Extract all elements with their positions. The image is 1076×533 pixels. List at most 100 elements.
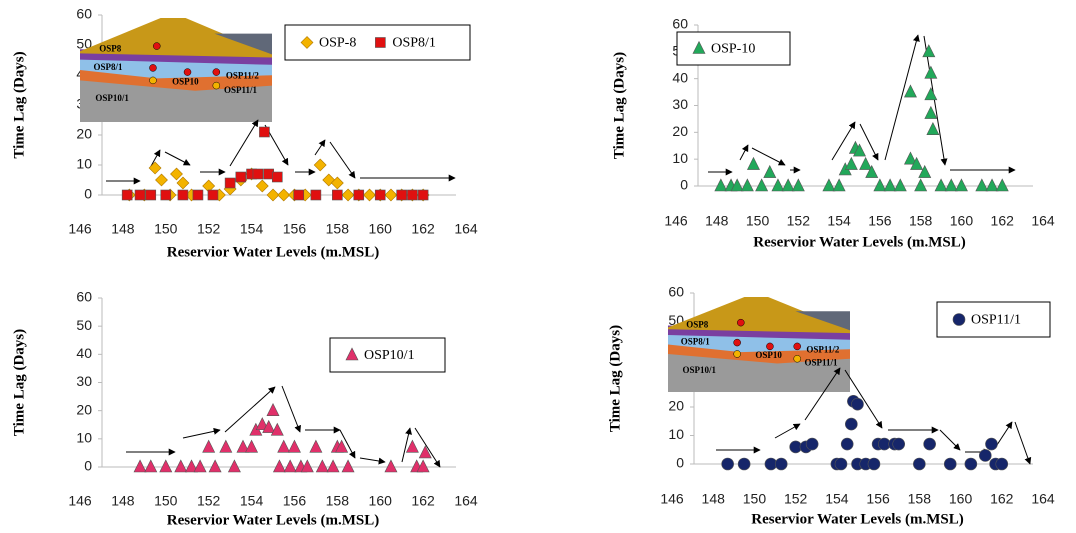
point: [332, 189, 343, 201]
point: [924, 65, 938, 79]
x-tick-label: 156: [283, 221, 307, 237]
inset-label: OSP10/1: [95, 93, 129, 103]
y-tick-label: 30: [76, 373, 92, 389]
legend-label: OSP-8: [319, 36, 356, 51]
point: [832, 178, 846, 192]
legend-marker: [692, 40, 706, 54]
trend-arrow: [182, 427, 221, 439]
point: [934, 178, 948, 192]
point: [224, 177, 236, 189]
legend-label: OSP8/1: [392, 36, 436, 51]
point: [177, 189, 189, 201]
inset-well: [149, 64, 157, 72]
legend-marker: [300, 36, 314, 49]
x-tick-label: 156: [868, 213, 892, 229]
trend-arrow: [939, 429, 961, 451]
x-tick-label: 150: [746, 213, 770, 229]
y-tick-label: 0: [676, 455, 684, 471]
point: [252, 168, 264, 180]
inset-label: OSP11/2: [226, 70, 260, 80]
inset-well: [737, 318, 745, 327]
point: [985, 178, 999, 192]
y-tick-label: 50: [76, 317, 92, 333]
trend-arrow: [1014, 421, 1032, 465]
point: [259, 126, 270, 138]
point: [774, 457, 788, 471]
trend-arrow: [281, 385, 301, 433]
point: [245, 439, 259, 453]
point: [840, 437, 854, 451]
inset-label: OSP8: [686, 320, 709, 330]
y-axis-label: Time Lag (Days): [607, 325, 623, 432]
trend-arrow: [314, 139, 326, 156]
inset-label: OSP8/1: [93, 62, 123, 72]
y-tick-label: 40: [672, 69, 688, 85]
point: [975, 178, 989, 192]
trend-arrow: [844, 369, 883, 429]
point: [791, 178, 805, 192]
inset-label: OSP10: [755, 350, 782, 360]
x-tick-label: 156: [866, 491, 890, 507]
point: [903, 84, 917, 98]
point: [384, 188, 398, 202]
point: [313, 158, 327, 172]
y-tick-label: 30: [672, 96, 688, 112]
point: [405, 439, 419, 453]
point: [714, 178, 728, 192]
trend-arrow: [884, 34, 920, 161]
legend-marker: [952, 313, 966, 326]
legend-label: OSP10/1: [364, 348, 415, 363]
point: [926, 121, 940, 135]
y-tick-label: 20: [672, 123, 688, 139]
point: [255, 179, 269, 193]
point: [207, 189, 219, 201]
point: [283, 459, 297, 473]
point: [262, 419, 276, 433]
inset-well: [183, 68, 192, 76]
trend-arrow: [739, 144, 749, 161]
point: [145, 189, 157, 201]
trend-arrow: [224, 386, 276, 433]
x-tick-label: 162: [411, 221, 435, 237]
x-tick-label: 158: [326, 221, 350, 237]
x-tick-label: 162: [990, 491, 1014, 507]
x-tick-label: 150: [743, 491, 767, 507]
x-axis-label: Reservior Water Levels (m.MSL): [751, 511, 963, 527]
point: [740, 178, 754, 192]
x-tick-label: 146: [68, 493, 92, 509]
point: [883, 178, 897, 192]
trend-arrow: [229, 119, 259, 167]
inset-label: OSP8: [99, 43, 122, 53]
inset-well: [212, 68, 221, 76]
point: [914, 178, 928, 192]
point: [851, 397, 864, 411]
point: [309, 439, 323, 453]
point: [853, 143, 866, 157]
trend-arrow: [859, 123, 879, 161]
point: [845, 417, 858, 431]
x-tick-label: 148: [702, 491, 726, 507]
x-tick-label: 154: [240, 493, 264, 509]
point: [341, 459, 355, 473]
point: [174, 459, 188, 473]
trend-arrow: [401, 427, 412, 463]
inset-dam: [668, 297, 850, 334]
inset-well: [733, 338, 741, 347]
trend-arrow: [414, 427, 441, 468]
x-tick-label: 160: [369, 221, 393, 237]
x-tick-label: 154: [827, 213, 851, 229]
x-tick-label: 152: [197, 221, 221, 237]
point: [277, 188, 291, 202]
point: [781, 178, 795, 192]
y-axis-label: Time Lag (Days): [11, 329, 27, 436]
point: [995, 457, 1009, 471]
point: [964, 457, 978, 471]
point: [270, 422, 284, 436]
x-tick-label: 148: [705, 213, 729, 229]
chart-panel: 0102030405060146148150152154156158160162…: [611, 16, 1054, 251]
point: [330, 176, 344, 190]
inset-well: [149, 76, 157, 85]
point: [341, 188, 355, 202]
